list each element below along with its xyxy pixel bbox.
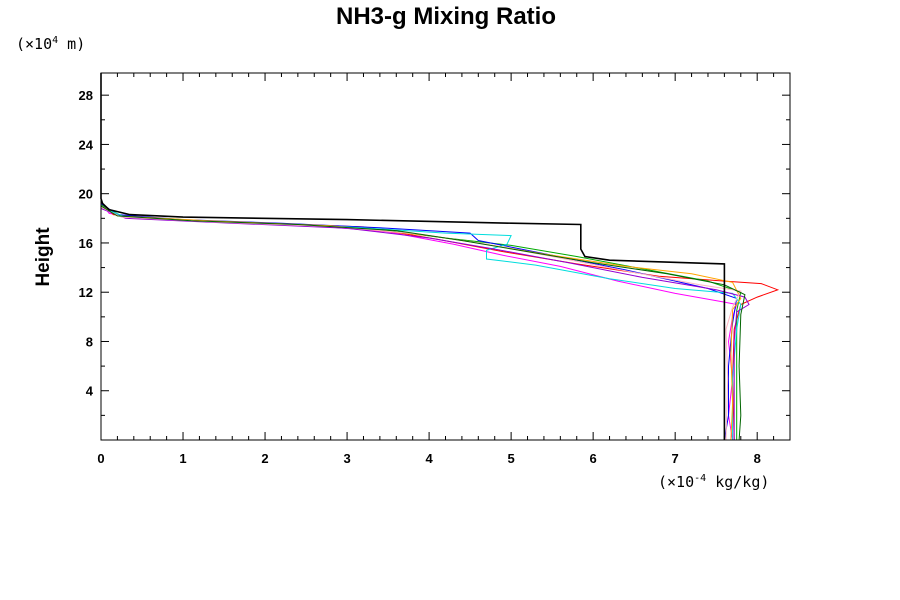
series-line-4	[100, 204, 742, 440]
series-line-10	[100, 205, 746, 441]
x-tick-label: 3	[343, 451, 350, 466]
series-line-3	[100, 201, 780, 441]
x-tick-label: 1	[179, 451, 186, 466]
x-unit-label: (×10-4 kg/kg)	[658, 473, 769, 491]
series-line-8	[100, 208, 750, 440]
x-tick-label: 8	[754, 451, 761, 466]
x-tick-label: 5	[508, 451, 515, 466]
y-tick-label: 24	[79, 137, 94, 152]
series-line-5	[100, 203, 738, 441]
y-tick-label: 12	[79, 285, 93, 300]
chart-title: NH3-g Mixing Ratio	[336, 3, 556, 30]
x-tick-label: 4	[425, 451, 433, 466]
y-tick-label: 20	[79, 187, 93, 202]
x-tick-label: 6	[590, 451, 597, 466]
series-line-2	[100, 73, 738, 441]
plot-area	[100, 72, 791, 441]
series-line-9	[100, 206, 742, 441]
x-tick-label: 2	[261, 451, 268, 466]
series-line-6	[100, 206, 742, 440]
x-tick-label: 0	[97, 451, 104, 466]
series-line-7	[100, 205, 742, 441]
y-unit-label: (×104 m)	[16, 35, 85, 53]
y-tick-label: 28	[79, 88, 93, 103]
series-line-1	[100, 73, 726, 440]
x-tick-label: 7	[672, 451, 679, 466]
y-axis-label: Height	[33, 227, 54, 287]
series-layer	[100, 73, 780, 441]
plot-frame	[100, 72, 791, 441]
y-tick-label: 4	[86, 384, 94, 399]
y-tick-label: 8	[86, 334, 93, 349]
tick-layer	[100, 73, 791, 441]
y-tick-label: 16	[79, 236, 93, 251]
